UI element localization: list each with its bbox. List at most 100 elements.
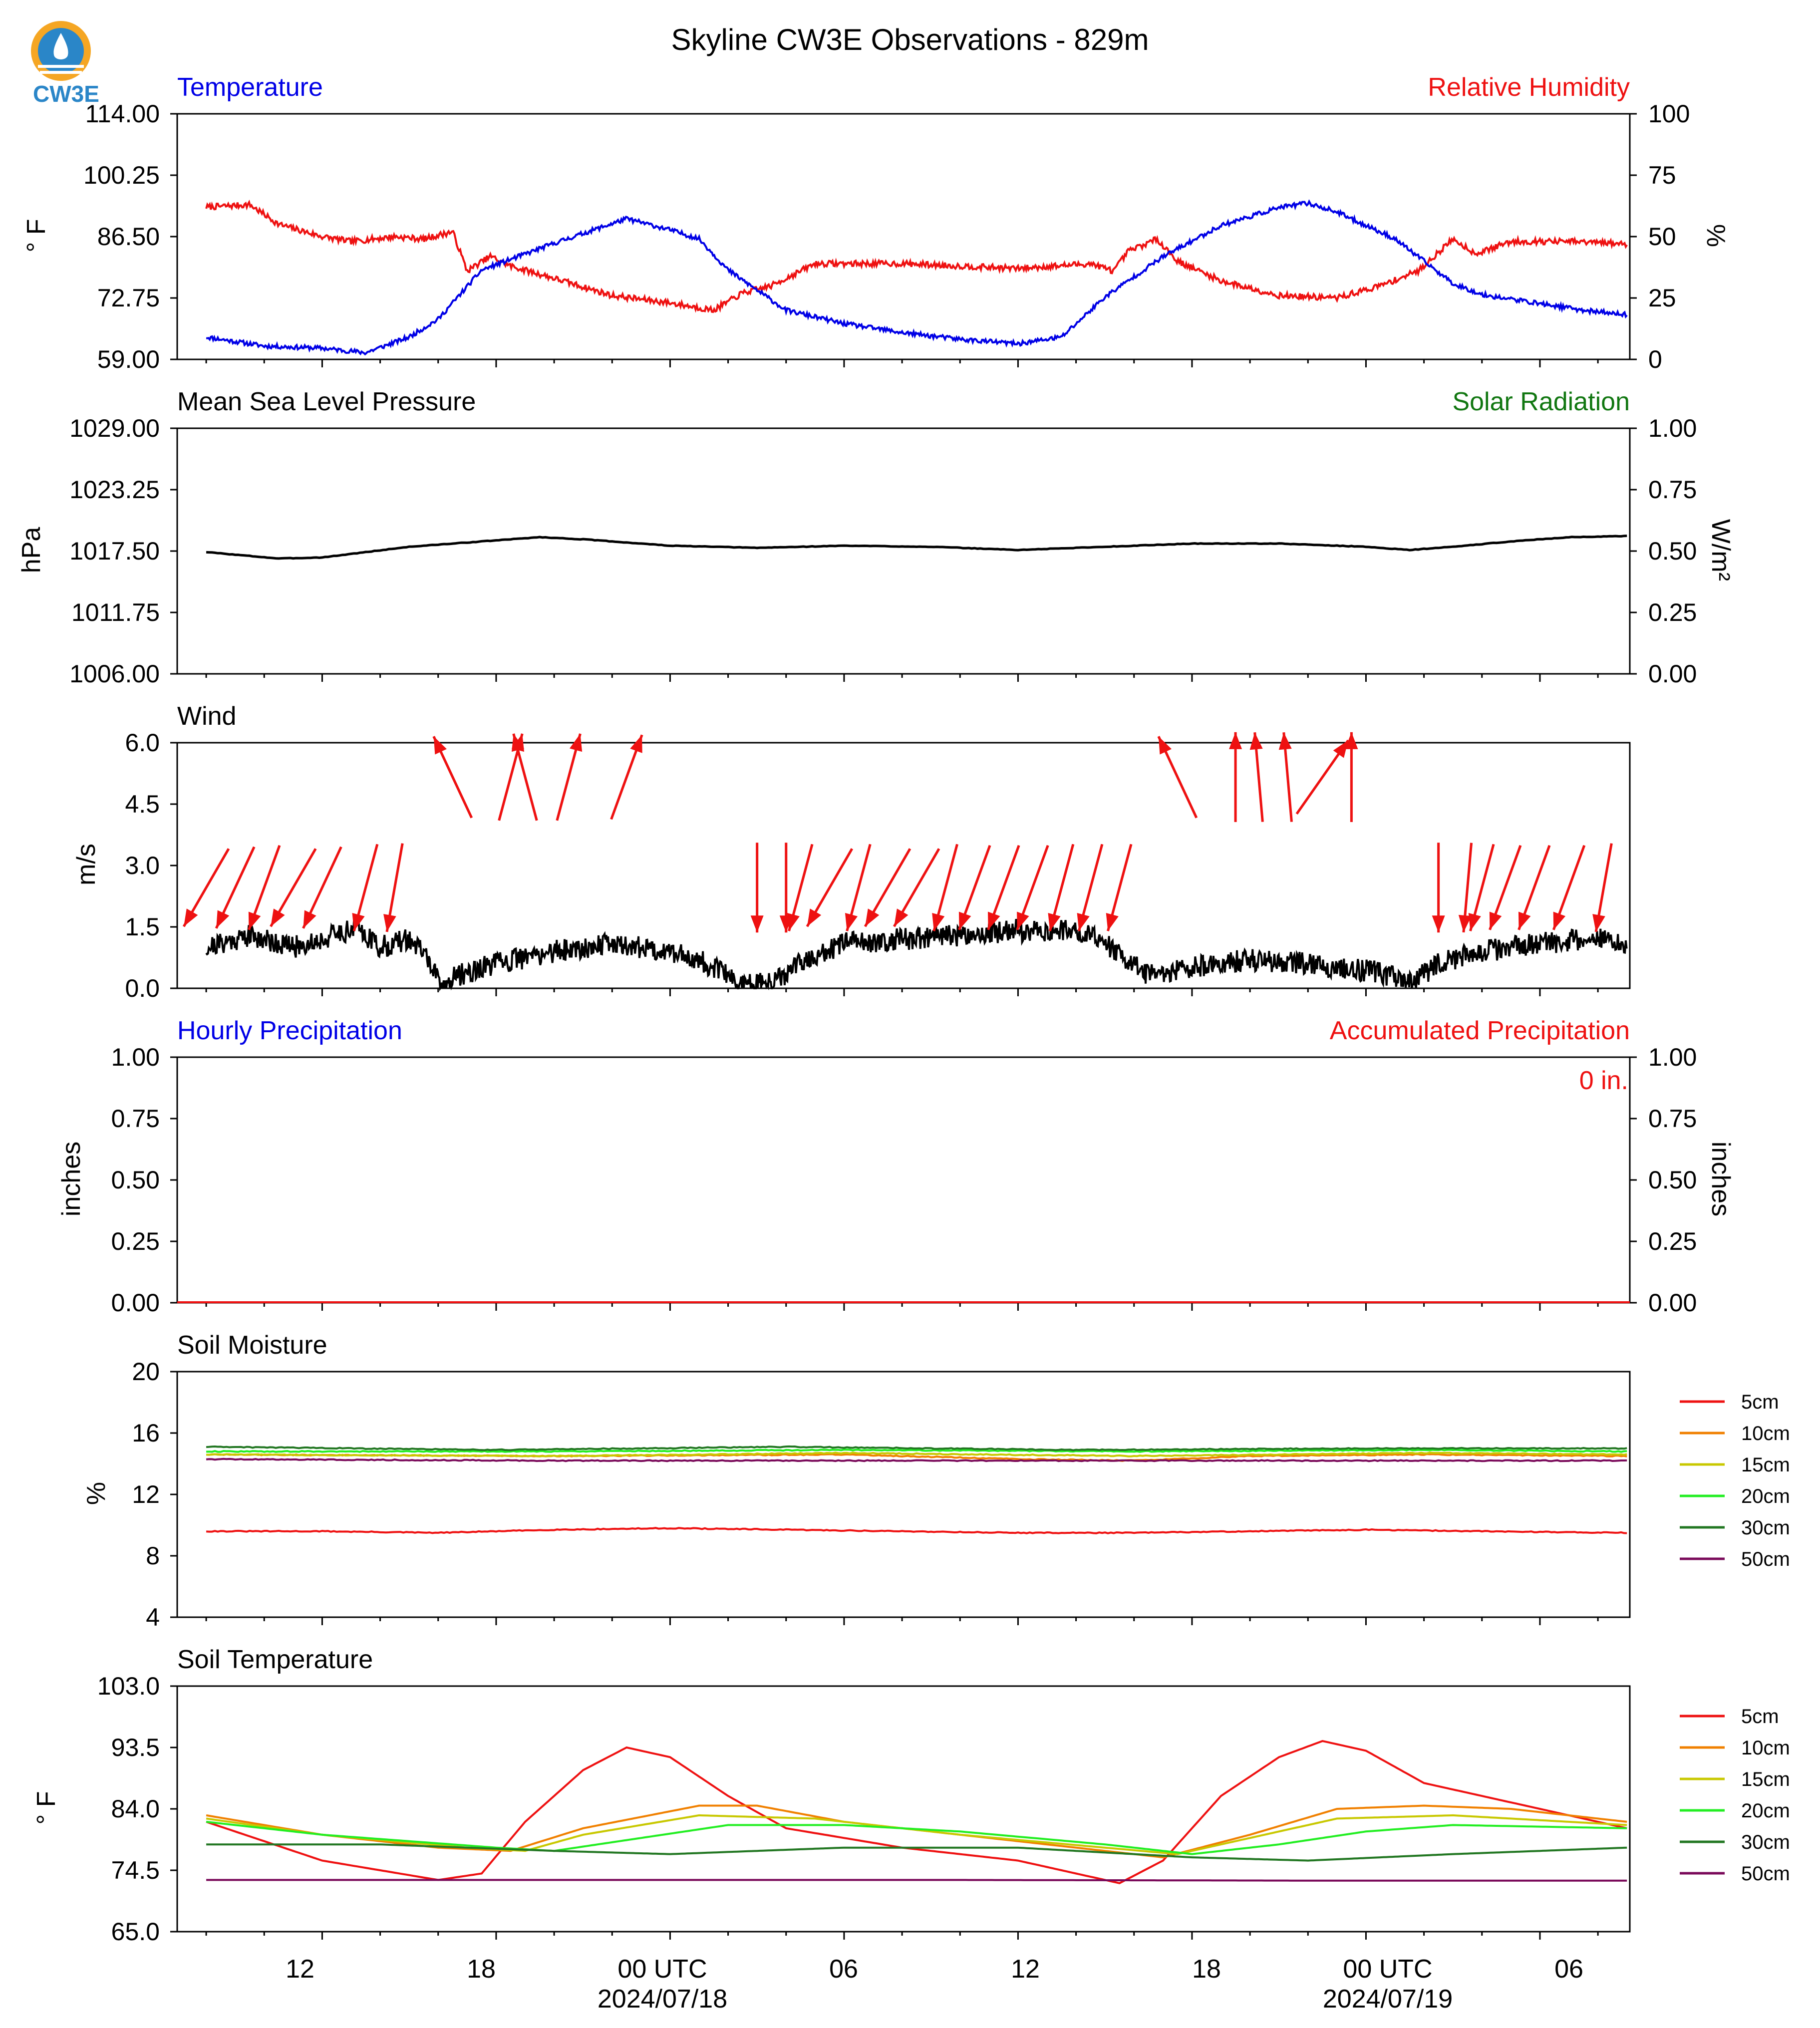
x-axis-labels: 12 18 00 UTC 06 12 18 00 UTC 06 2024/07/… — [286, 1955, 1583, 2014]
x-tick-label: 12 — [1011, 1955, 1040, 1984]
logo-text: CW3E — [33, 81, 99, 105]
soil-temp-tick: 65.0 — [111, 1918, 160, 1946]
logo-wave — [38, 65, 84, 68]
wind-arrow-head — [894, 908, 909, 927]
wind-arrow-head — [570, 733, 583, 752]
humidity-y-label: % — [1701, 224, 1730, 247]
wind-tick: 6.0 — [125, 729, 160, 757]
wind-arrow-head — [1048, 913, 1061, 931]
plot-frame — [176, 1056, 1631, 1304]
x-tick-label: 12 — [286, 1955, 314, 1984]
soil-moisture-tick: 4 — [146, 1603, 160, 1631]
wind-arrow-head — [271, 908, 285, 927]
wind-arrow-head — [932, 913, 945, 931]
wind-arrow-head — [1333, 740, 1348, 758]
accum-precip-tick: 1.00 — [1648, 1043, 1697, 1071]
pressure-panel: Mean Sea Level Pressure Solar Radiation … — [17, 387, 1735, 688]
legend-label: 50cm — [1741, 1548, 1790, 1570]
wind-arrow-head — [1518, 911, 1531, 930]
logo-wave — [40, 71, 82, 74]
soil-moisture-line-15cm — [206, 1451, 1627, 1457]
pressure-tick: 1017.50 — [69, 537, 160, 565]
soil-temp-tick: 93.5 — [111, 1734, 160, 1761]
humidity-tick: 100 — [1648, 100, 1690, 128]
wind-arrow-head — [750, 915, 764, 933]
wind-arrow-head — [383, 914, 396, 932]
wind-arrow-head — [1458, 914, 1472, 932]
wind-tick: 1.5 — [125, 913, 160, 941]
soil-moisture-panel: Soil Moisture % 20 16 12 8 4 — [82, 1331, 327, 1631]
x-tick-label: 06 — [1554, 1955, 1583, 1984]
logo-droplet — [53, 33, 68, 59]
hourly-precip-title: Hourly Precipitation — [177, 1016, 402, 1045]
legend-label: 15cm — [1741, 1454, 1790, 1476]
soil-temperature-y-label: ° F — [32, 1791, 61, 1824]
wind-arrow-head — [1592, 914, 1605, 932]
temperature-title: Temperature — [177, 73, 323, 102]
wind-arrow-head — [1106, 913, 1119, 931]
soil-temp-tick: 103.0 — [97, 1672, 160, 1700]
wind-arrow-head — [787, 913, 800, 931]
soil-moisture-line-5cm — [206, 1527, 1627, 1534]
soil-moisture-legend: 5cm 10cm 15cm 20cm 30cm 50cm — [1741, 1391, 1790, 1570]
accumulated-precip-total: 0 in. — [1579, 1066, 1628, 1095]
soil-moisture-title: Soil Moisture — [177, 1331, 327, 1360]
wind-title: Wind — [177, 702, 236, 731]
pressure-tick: 1029.00 — [69, 414, 160, 442]
wind-arrow-head — [1249, 732, 1263, 750]
x-tick-label: 18 — [1192, 1955, 1221, 1984]
soil-temperature-line-5cm — [206, 1740, 1627, 1885]
precip-tick: 0.75 — [111, 1105, 160, 1133]
humidity-series-line — [205, 200, 1628, 313]
pressure-y-label: hPa — [17, 527, 46, 574]
wind-arrow-head — [248, 911, 261, 930]
legend-label: 10cm — [1741, 1737, 1790, 1759]
relative-humidity-title: Relative Humidity — [1428, 73, 1630, 102]
temperature-y-label: ° F — [22, 219, 51, 252]
wind-tick: 3.0 — [125, 852, 160, 879]
wind-arrow-head — [1345, 732, 1358, 749]
cw3e-logo: CW3E — [28, 15, 108, 107]
wind-arrow-head — [845, 913, 858, 931]
solar-tick: 0.00 — [1648, 660, 1697, 688]
wind-arrow-head — [511, 733, 525, 752]
soil-temperature-line-30cm — [206, 1843, 1627, 1862]
temperature-tick: 100.25 — [83, 161, 160, 189]
wind-arrow-head — [865, 908, 880, 927]
precipitation-panel: Hourly Precipitation Accumulated Precipi… — [57, 1016, 1735, 1317]
wind-arrow-head — [1077, 913, 1090, 931]
soil-moisture-tick: 8 — [146, 1542, 160, 1570]
solar-tick: 1.00 — [1648, 414, 1697, 442]
humidity-tick: 0 — [1648, 345, 1662, 373]
plot-frame — [176, 1685, 1631, 1933]
soil-temperature-line-20cm — [206, 1820, 1627, 1855]
legend-label: 30cm — [1741, 1517, 1790, 1539]
precip-tick: 0.50 — [111, 1166, 160, 1194]
wind-arrow-head — [433, 736, 447, 755]
accum-precip-tick: 0.00 — [1648, 1289, 1697, 1317]
precip-tick: 0.25 — [111, 1227, 160, 1255]
wind-tick: 4.5 — [125, 790, 160, 818]
wind-arrow-head — [184, 908, 198, 927]
hourly-precip-y-label: inches — [57, 1142, 86, 1216]
soil-moisture-tick: 16 — [132, 1419, 160, 1447]
legend-label: 10cm — [1741, 1423, 1790, 1445]
x-date-label: 2024/07/18 — [598, 1985, 727, 2014]
wind-tick: 0.0 — [125, 974, 160, 1002]
pressure-title: Mean Sea Level Pressure — [177, 387, 476, 416]
humidity-tick: 25 — [1648, 284, 1676, 312]
x-tick-label: 06 — [829, 1955, 858, 1984]
pressure-tick: 1023.25 — [69, 476, 160, 504]
x-tick-label: 18 — [467, 1955, 496, 1984]
soil-moisture-line-50cm — [206, 1457, 1627, 1462]
wind-arrow-head — [1158, 736, 1172, 755]
soil-temp-tick: 74.5 — [111, 1856, 160, 1884]
humidity-tick: 50 — [1648, 223, 1676, 251]
legend-label: 50cm — [1741, 1863, 1790, 1885]
plot-frame — [176, 742, 1631, 989]
wind-arrow-head — [630, 735, 642, 753]
solar-y-label: W/m² — [1706, 519, 1735, 581]
temperature-tick: 114.00 — [85, 100, 160, 128]
pressure-tick: 1011.75 — [71, 598, 160, 626]
pressure-series-line — [206, 535, 1627, 560]
